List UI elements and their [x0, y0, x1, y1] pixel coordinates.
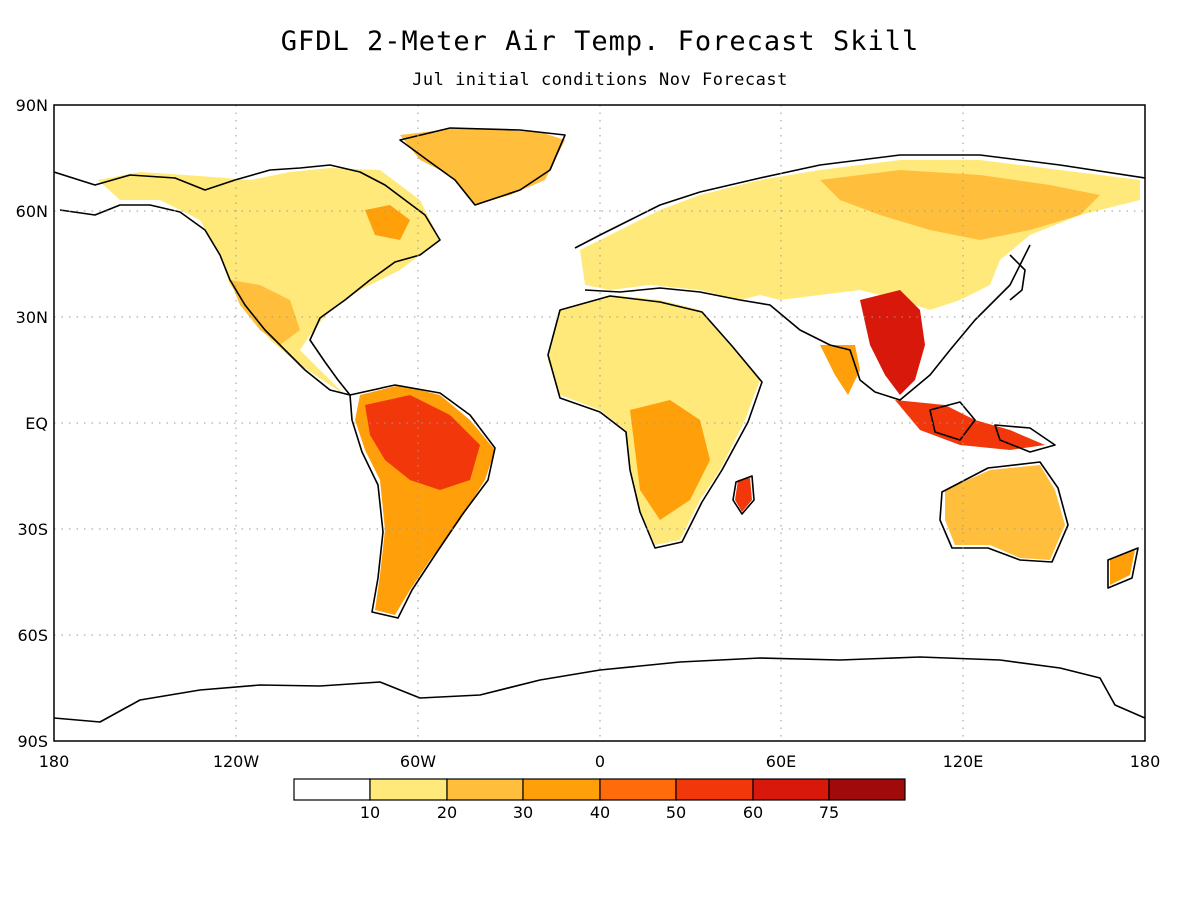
colorbar-swatch: [675, 778, 754, 801]
lon-label: 120W: [213, 752, 260, 771]
colorbar-swatch: [369, 778, 448, 801]
coastline-africa: [547, 295, 763, 549]
india-patch: [820, 345, 860, 395]
new-zealand-patch: [1110, 550, 1135, 585]
colorbar-label: 50: [666, 803, 686, 822]
coastline-borneo: [929, 401, 976, 441]
coastline-antarctica: [54, 656, 1145, 723]
southeast-asia-patch: [860, 290, 925, 395]
graticule: [54, 105, 1145, 741]
colorbar-swatch: [522, 778, 601, 801]
coastline-north-america: [54, 164, 441, 396]
colorbar-label: 30: [513, 803, 533, 822]
coastline-asia-south: [584, 244, 1031, 401]
greenland-region: [400, 128, 565, 205]
lon-label: 60W: [400, 752, 436, 771]
lat-label: 90S: [17, 732, 48, 751]
lon-label: 120E: [943, 752, 984, 771]
coastline-south-america: [349, 384, 496, 619]
indonesia-patch: [895, 400, 1045, 450]
colorbar-label: 75: [819, 803, 839, 822]
map-title: GFDL 2-Meter Air Temp. Forecast Skill: [280, 26, 920, 57]
coastline-greenland: [399, 127, 566, 206]
lon-label: 0: [595, 752, 605, 771]
colorbar-swatch: [752, 778, 830, 801]
coastlines: [54, 127, 1145, 723]
lat-label: 90N: [16, 96, 48, 115]
africa-patch: [630, 400, 710, 520]
lat-label: 60N: [16, 202, 48, 221]
map-subtitle: Jul initial conditions Nov Forecast: [412, 70, 788, 90]
skill-fill-layer: [98, 128, 1140, 615]
lon-label: 180: [39, 752, 70, 771]
lat-label: 30S: [17, 520, 48, 539]
australia-region: [945, 465, 1065, 560]
map-frame: [53, 104, 1146, 742]
coastline-new-guinea: [994, 424, 1056, 453]
lat-label: 60S: [17, 626, 48, 645]
colorbar-label: 40: [590, 803, 610, 822]
colorbar-label: 10: [360, 803, 380, 822]
lon-label: 180: [1130, 752, 1161, 771]
map-area: [54, 105, 1145, 741]
madagascar-patch: [735, 478, 752, 512]
coastline-eurasia: [574, 154, 1145, 249]
siberia-patch: [820, 170, 1100, 240]
amazon-patch: [365, 395, 480, 490]
lat-axis: 90N 60N 30N EQ 30S 60S 90S: [16, 96, 48, 751]
colorbar-label: 20: [437, 803, 457, 822]
north-america-region: [98, 168, 440, 395]
coastline-madagascar: [732, 475, 755, 515]
lon-label: 60E: [766, 752, 796, 771]
lat-label: EQ: [25, 414, 48, 433]
colorbar-swatch: [293, 778, 371, 801]
colorbar-swatch: [446, 778, 524, 801]
colorbar-swatch: [828, 778, 906, 801]
coastline-japan: [1009, 254, 1026, 301]
colorbar-swatch: [599, 778, 677, 801]
lon-axis: 180 120W 60W 0 60E 120E 180: [39, 752, 1161, 771]
coastline-australia: [939, 461, 1069, 563]
north-america-patch: [230, 280, 300, 345]
colorbar: 10 20 30 40 50 60 75: [293, 778, 906, 822]
colorbar-label: 60: [743, 803, 763, 822]
hudson-patch: [365, 205, 410, 240]
coastline-new-zealand: [1107, 547, 1139, 589]
lat-label: 30N: [16, 308, 48, 327]
